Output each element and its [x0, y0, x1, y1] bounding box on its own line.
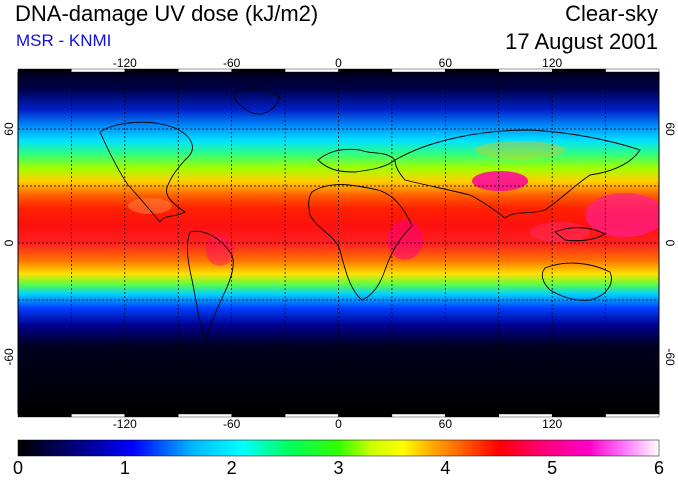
uv-hotspots — [128, 141, 659, 266]
frame-tick-bar — [605, 413, 660, 418]
frame-tick-bar — [391, 413, 446, 418]
lon-tick-label: 60 — [439, 56, 453, 70]
frame-tick-bar — [284, 413, 339, 418]
colorbar-tick-label: 6 — [653, 458, 665, 478]
lat-tick-label: 60 — [2, 122, 16, 136]
colorbar-tick-label: 3 — [333, 458, 344, 478]
frame-tick-bar — [338, 413, 393, 418]
colorbar-tick-label: 1 — [119, 458, 130, 478]
lon-ticks-top: -120 -60 0 60 120 — [113, 56, 563, 70]
lon-tick-label: -120 — [113, 417, 137, 431]
lat-tick-label: 0 — [2, 239, 16, 246]
colorbar — [17, 439, 660, 457]
graticule — [18, 72, 659, 414]
frame-tick-bar — [391, 68, 446, 73]
frame-tick-bar — [284, 68, 339, 73]
colorbar-tick-label: 4 — [440, 458, 451, 478]
lon-tick-label: -120 — [113, 56, 137, 70]
frame-tick-bar — [605, 68, 660, 73]
frame-tick-bar — [338, 68, 393, 73]
date-label: 17 August 2001 — [505, 29, 658, 54]
lat-tick-label: -60 — [663, 348, 677, 366]
frame-tick-bars — [17, 68, 660, 418]
source-label: MSR - KNMI — [16, 31, 112, 50]
lon-tick-label: -60 — [223, 417, 241, 431]
lon-tick-label: 0 — [335, 417, 342, 431]
lat-tick-label: 0 — [663, 240, 677, 247]
lon-tick-label: 120 — [542, 56, 562, 70]
lat-tick-label: 60 — [663, 122, 677, 136]
map-title: DNA-damage UV dose (kJ/m2) — [15, 1, 319, 26]
lat-ticks-right: 60 0 -60 — [663, 122, 677, 366]
lat-tick-label: -60 — [2, 348, 16, 366]
lon-tick-label: 120 — [542, 417, 562, 431]
lon-ticks-bottom: -120 -60 0 60 120 — [113, 417, 563, 431]
colorbar-tick-label: 5 — [547, 458, 558, 478]
frame-tick-bar — [17, 68, 72, 73]
sky-condition-label: Clear-sky — [565, 1, 658, 26]
frame-tick-bar — [17, 413, 72, 418]
colorbar-tick-label: 2 — [226, 458, 237, 478]
lon-tick-label: 0 — [335, 56, 342, 70]
lat-ticks-left: 60 0 -60 — [2, 122, 16, 366]
frame-tick-bar — [445, 68, 499, 73]
lon-tick-label: -60 — [223, 56, 241, 70]
frame-tick-bar — [445, 413, 499, 418]
lon-tick-label: 60 — [439, 417, 453, 431]
colorbar-tick-label: 0 — [12, 458, 24, 478]
